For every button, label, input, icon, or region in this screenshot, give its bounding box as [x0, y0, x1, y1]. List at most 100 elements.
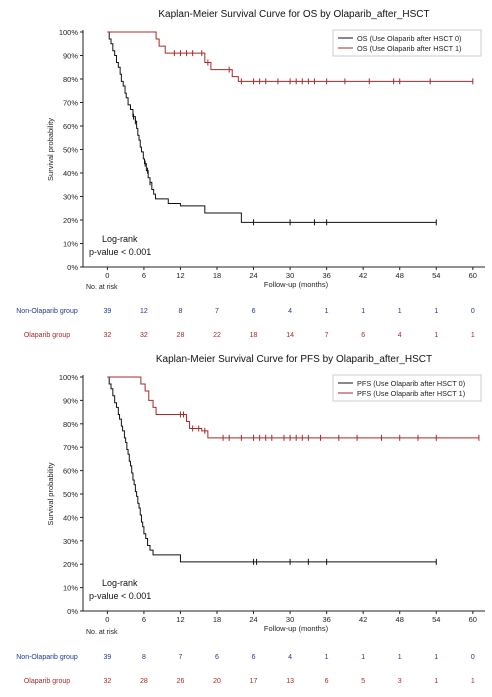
chart1-title: Kaplan-Meier Survival Curve for OS by Ol… — [158, 9, 429, 20]
chart1-risk-value: 1 — [325, 308, 329, 315]
chart2-risk-row-label-1: Non-Olaparib group — [16, 654, 78, 661]
chart2-y-tick-label: 60% — [63, 467, 78, 476]
chart1-risk-value: 7 — [215, 308, 219, 315]
chart1-y-tick-label: 0% — [67, 263, 78, 272]
chart2-x-tick-label: 54 — [432, 615, 440, 624]
chart1-legend-label-1: OS (Use Olaparib after HSCT 0) — [357, 34, 462, 43]
chart1-risk-value: 28 — [177, 332, 185, 339]
chart1-series-2-curve — [107, 31, 473, 82]
chart2-risk-value: 20 — [213, 678, 221, 685]
chart2-x-tick-label: 12 — [176, 615, 184, 624]
chart1-x-tick-label: 18 — [213, 271, 221, 280]
chart2-y-tick-label: 50% — [63, 490, 78, 499]
chart1-x-tick-label: 30 — [286, 271, 294, 280]
chart1-logrank-label: Log-rank — [102, 234, 138, 244]
chart1-y-tick-label: 30% — [63, 193, 78, 202]
chart2-risk-value: 32 — [103, 678, 111, 685]
chart2-legend-box — [332, 374, 482, 402]
chart2-y-tick-label: 20% — [63, 560, 78, 569]
chart1-risk-value: 1 — [471, 332, 475, 339]
chart2-y-tick-label: 30% — [63, 537, 78, 546]
chart2-risk-value: 0 — [471, 654, 475, 661]
chart1-y-tick-label: 90% — [63, 52, 78, 61]
chart2-y-tick-label: 0% — [67, 607, 78, 616]
chart1-x-tick-label: 6 — [142, 271, 146, 280]
chart1-y-tick-label: 40% — [63, 169, 78, 178]
chart1-x-tick-label: 24 — [249, 271, 257, 280]
chart1-series-1-curve — [107, 31, 437, 223]
chart2-risk-value: 6 — [325, 678, 329, 685]
chart1-risk-value: 6 — [361, 332, 365, 339]
chart1-x-tick-label: 42 — [359, 271, 367, 280]
chart1-risk-value: 32 — [103, 332, 111, 339]
chart2-x-tick-label: 30 — [286, 615, 294, 624]
chart2-x-tick-label: 24 — [249, 615, 257, 624]
chart2-risk-header: No. at risk — [86, 629, 118, 636]
chart2-risk-value: 1 — [434, 654, 438, 661]
chart1-risk-value: 4 — [288, 308, 292, 315]
chart1-risk-value: 1 — [434, 332, 438, 339]
chart1-y-tick-label: 50% — [63, 146, 78, 155]
chart2-y-tick-label: 100% — [59, 373, 79, 382]
chart2-x-tick-label: 6 — [142, 615, 146, 624]
chart2-risk-value: 1 — [471, 678, 475, 685]
chart2-x-tick-label: 42 — [359, 615, 367, 624]
chart1-risk-value: 22 — [213, 332, 221, 339]
chart2-y-tick-label: 80% — [63, 420, 78, 429]
chart2-risk-value: 7 — [179, 654, 183, 661]
chart1-risk-value: 1 — [361, 308, 365, 315]
chart2-x-tick-label: 36 — [322, 615, 330, 624]
chart2-risk-value: 4 — [288, 654, 292, 661]
chart2-series-1-curve — [107, 376, 437, 563]
chart1-x-tick-label: 48 — [396, 271, 404, 280]
chart1-y-tick-label: 100% — [59, 28, 79, 37]
chart1-x-tick-label: 0 — [105, 271, 109, 280]
chart2-risk-value: 3 — [398, 678, 402, 685]
chart1-x-tick-label: 54 — [432, 271, 440, 280]
chart1-y-tick-label: 20% — [63, 216, 78, 225]
chart2-y-tick-label: 10% — [63, 584, 78, 593]
chart1-risk-row-label-1: Non-Olaparib group — [16, 308, 78, 315]
chart1-x-tick-label: 12 — [176, 271, 184, 280]
chart2-risk-value: 39 — [103, 654, 111, 661]
chart2-x-tick-label: 48 — [396, 615, 404, 624]
chart2-x-axis-label: Follow-up (months) — [264, 624, 329, 633]
chart1-risk-value: 7 — [325, 332, 329, 339]
chart2-risk-value: 1 — [398, 654, 402, 661]
chart2-title: Kaplan-Meier Survival Curve for PFS by O… — [156, 354, 432, 365]
chart2-risk-value: 1 — [434, 678, 438, 685]
chart1-pvalue-label: p-value < 0.001 — [89, 247, 151, 257]
chart2-x-tick-label: 0 — [105, 615, 109, 624]
chart2-risk-value: 6 — [215, 654, 219, 661]
chart1-risk-value: 0 — [471, 308, 475, 315]
chart2-legend-label-2: PFS (Use Olaparib after HSCT 1) — [357, 389, 465, 398]
chart2-legend-label-1: PFS (Use Olaparib after HSCT 0) — [357, 379, 465, 388]
chart1-risk-value: 8 — [179, 308, 183, 315]
chart1-y-tick-label: 70% — [63, 99, 78, 108]
chart2-y-tick-label: 70% — [63, 443, 78, 452]
chart1-risk-value: 4 — [398, 332, 402, 339]
chart1-legend-label-2: OS (Use Olaparib after HSCT 1) — [357, 44, 462, 53]
chart2-logrank-label: Log-rank — [102, 578, 138, 588]
chart2-y-tick-label: 40% — [63, 513, 78, 522]
chart2-risk-value: 5 — [361, 678, 365, 685]
chart2-x-tick-label: 60 — [469, 615, 477, 624]
chart1-risk-value: 14 — [286, 332, 294, 339]
chart2-y-tick-label: 90% — [63, 396, 78, 405]
chart1-risk-value: 12 — [140, 308, 148, 315]
chart1-risk-value: 18 — [250, 332, 258, 339]
chart2-risk-value: 8 — [142, 654, 146, 661]
chart2-risk-row-label-2: Olaparib group — [24, 678, 70, 685]
chart2-risk-value: 28 — [140, 678, 148, 685]
chart1-risk-header: No. at risk — [86, 284, 118, 291]
chart1-legend-box — [332, 29, 482, 57]
chart1-y-tick-label: 60% — [63, 122, 78, 131]
chart1-y-tick-label: 80% — [63, 75, 78, 84]
chart2-y-axis-label: Survival probability — [46, 462, 55, 525]
chart2-risk-value: 1 — [325, 654, 329, 661]
chart2-risk-value: 6 — [252, 654, 256, 661]
chart1-y-axis-label: Survival probability — [46, 118, 55, 181]
chart1-x-tick-label: 60 — [469, 271, 477, 280]
